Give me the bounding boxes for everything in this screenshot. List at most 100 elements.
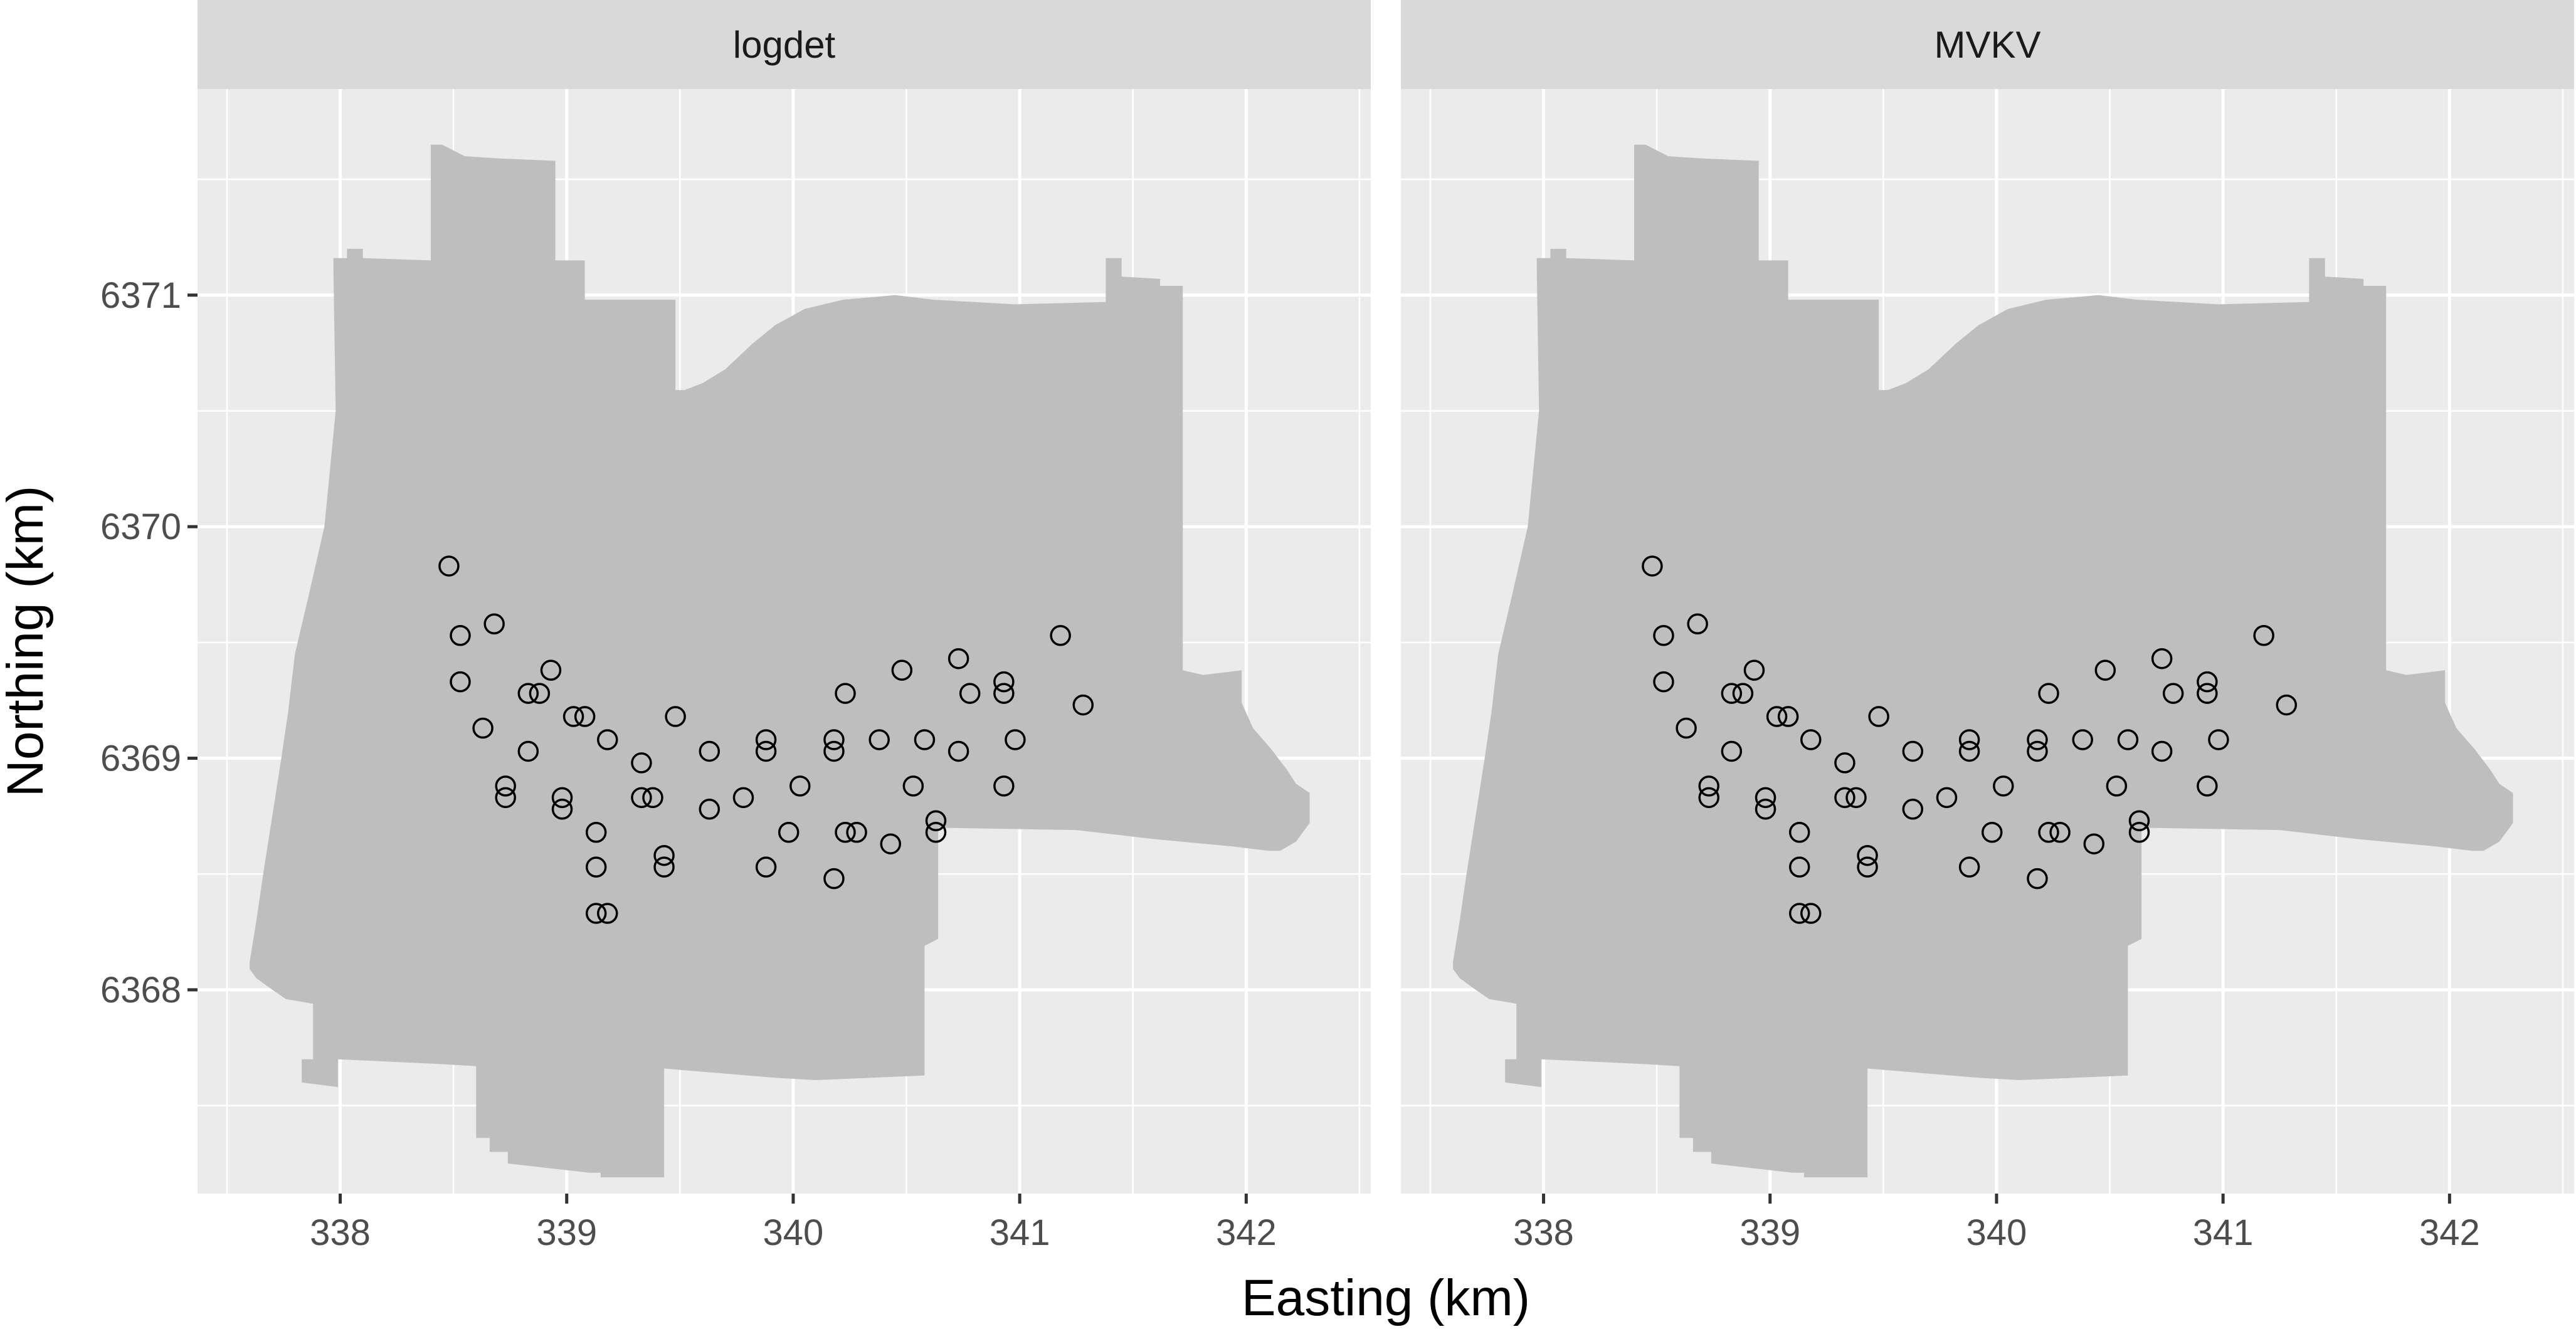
data-point xyxy=(653,856,675,878)
data-point xyxy=(1777,706,1799,727)
y-tick-label: 6368 xyxy=(100,970,181,1011)
data-point xyxy=(1993,775,2014,797)
x-axis-mvkv: 338 339 340 341 342 xyxy=(1513,1194,2480,1253)
data-point xyxy=(1788,821,1810,843)
x-tick-label: 340 xyxy=(763,1212,824,1253)
data-point xyxy=(1072,694,1094,716)
data-point xyxy=(2253,625,2274,646)
x-axis-title: Easting (km) xyxy=(1242,1269,1530,1326)
data-point xyxy=(2276,694,2298,716)
data-point xyxy=(699,740,721,762)
data-point xyxy=(2027,868,2048,890)
data-point xyxy=(2072,729,2093,750)
x-tick-label: 338 xyxy=(310,1212,371,1253)
data-point xyxy=(1788,856,1810,878)
facet-strip-label: logdet xyxy=(733,24,836,66)
data-point xyxy=(2106,775,2128,797)
facet-strip-background xyxy=(1401,0,2574,89)
data-point xyxy=(2151,740,2173,762)
data-point xyxy=(1732,683,1754,704)
data-point xyxy=(925,821,947,843)
data-point xyxy=(755,729,777,750)
data-point xyxy=(529,683,551,704)
data-point xyxy=(585,903,607,924)
y-axis: 6368 6369 6370 6371 xyxy=(100,275,198,1011)
data-point xyxy=(948,648,969,670)
x-tick-label: 340 xyxy=(1966,1212,2027,1253)
data-point xyxy=(835,821,856,843)
data-point xyxy=(562,706,584,727)
data-point xyxy=(551,799,573,820)
data-point xyxy=(1958,740,1980,762)
data-point xyxy=(1698,787,1719,809)
data-point xyxy=(891,659,913,681)
x-tick-label: 339 xyxy=(1739,1212,1800,1253)
data-point xyxy=(1868,706,1889,727)
data-point xyxy=(823,868,845,890)
data-point xyxy=(2038,821,2059,843)
x-axis-logdet: 338 339 340 341 342 xyxy=(310,1194,1277,1253)
data-point xyxy=(2117,729,2139,750)
data-point xyxy=(1845,787,1867,809)
data-point xyxy=(438,555,460,577)
data-point xyxy=(1958,729,1980,750)
data-point xyxy=(585,821,607,843)
y-tick-label: 6370 xyxy=(100,507,181,547)
data-point xyxy=(483,613,505,635)
data-point xyxy=(1834,752,1855,774)
data-point xyxy=(1676,717,1697,739)
data-point xyxy=(2038,683,2059,704)
data-point xyxy=(755,856,777,878)
data-point xyxy=(1653,625,1674,646)
data-point xyxy=(2208,729,2229,750)
data-point xyxy=(1698,775,1719,797)
data-point xyxy=(551,787,573,809)
data-point xyxy=(778,821,800,843)
data-point xyxy=(2197,775,2218,797)
data-point xyxy=(823,729,845,750)
data-point xyxy=(1902,740,1924,762)
data-point xyxy=(1687,613,1708,635)
x-tick-label: 341 xyxy=(990,1212,1050,1253)
data-point xyxy=(1800,903,1822,924)
data-point xyxy=(1958,856,1980,878)
data-point xyxy=(1766,706,1788,727)
data-point xyxy=(1755,787,1776,809)
data-point xyxy=(868,729,890,750)
data-point xyxy=(1721,683,1743,704)
data-point xyxy=(993,683,1015,704)
data-point xyxy=(585,856,607,878)
data-point xyxy=(2197,671,2218,693)
data-point xyxy=(699,799,721,820)
data-point xyxy=(450,671,471,693)
facet-strip-background xyxy=(198,0,1371,89)
data-point xyxy=(1902,799,1924,820)
data-point xyxy=(2049,821,2071,843)
data-point xyxy=(1642,555,1663,577)
data-point xyxy=(517,683,539,704)
data-point xyxy=(597,729,618,750)
sample-points xyxy=(1642,555,2298,924)
y-tick-label: 6371 xyxy=(100,275,181,316)
facet-panel-mvkv: MVKV xyxy=(1401,0,2574,1194)
x-tick-label: 338 xyxy=(1513,1212,1574,1253)
data-point xyxy=(517,740,539,762)
data-point xyxy=(914,729,936,750)
data-point xyxy=(2094,659,2116,681)
data-point xyxy=(2197,683,2218,704)
data-point xyxy=(835,683,856,704)
data-point xyxy=(574,706,596,727)
data-point xyxy=(1936,787,1958,809)
x-tick-label: 341 xyxy=(2193,1212,2254,1253)
data-point xyxy=(789,775,811,797)
data-point xyxy=(1005,729,1026,750)
data-point xyxy=(823,740,845,762)
data-point xyxy=(2151,648,2173,670)
data-point xyxy=(846,821,867,843)
data-point xyxy=(2128,810,2150,832)
data-point xyxy=(642,787,663,809)
data-point xyxy=(540,659,562,681)
data-point xyxy=(2162,683,2184,704)
data-point xyxy=(2128,821,2150,843)
